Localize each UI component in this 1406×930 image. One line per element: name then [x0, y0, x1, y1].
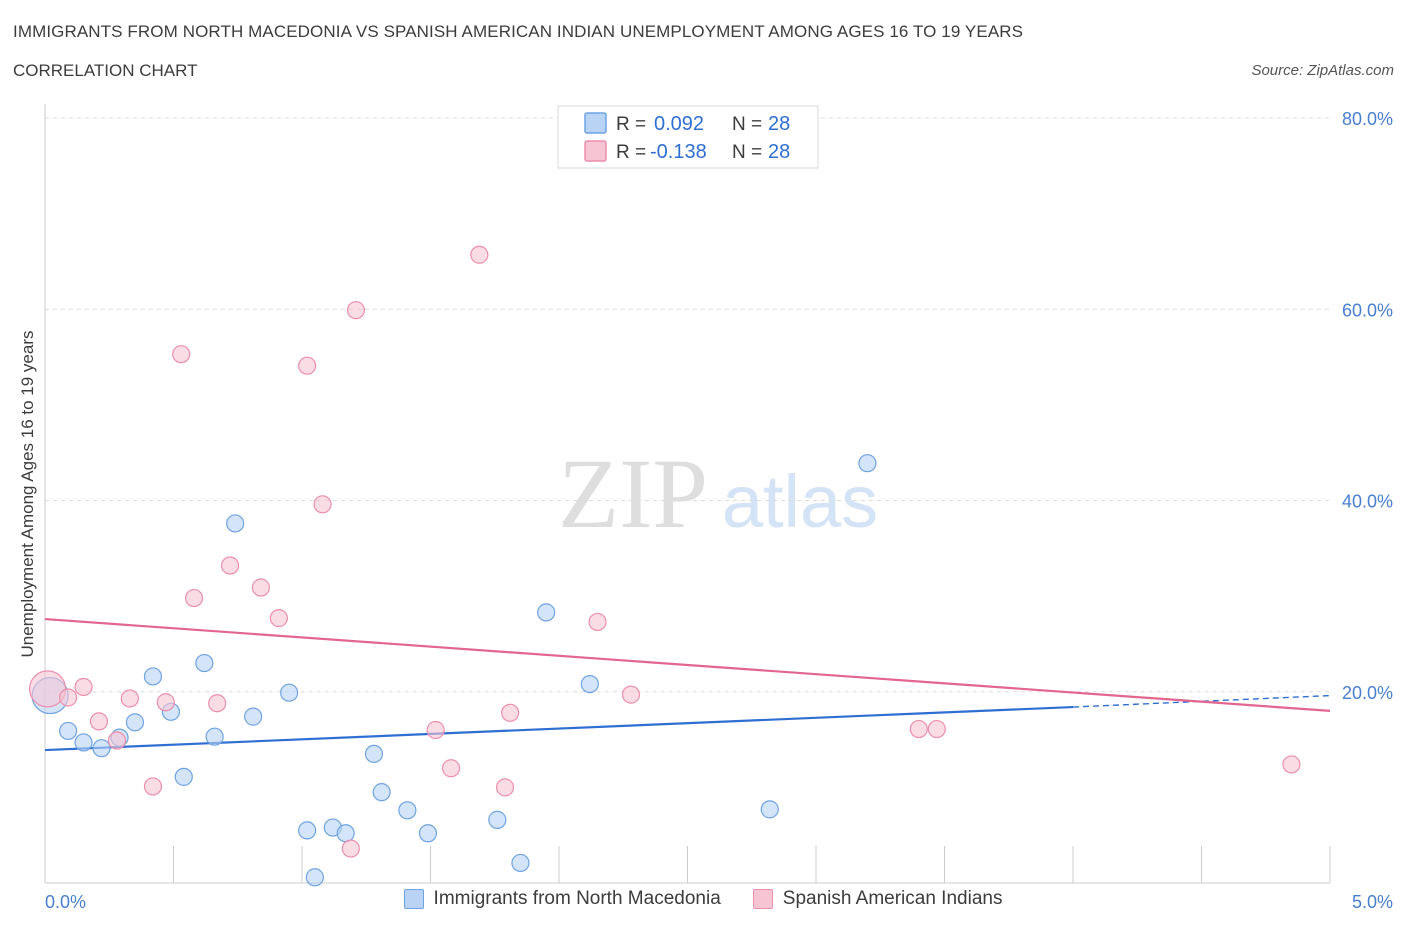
- data-point-blue-9: [195, 653, 214, 673]
- data-point-pink-8: [172, 345, 191, 364]
- y-tick-label-60: 60.0%: [1342, 300, 1393, 320]
- data-points: [28, 245, 1301, 887]
- data-point-blue-17: [336, 824, 355, 843]
- legend-item-macedonia: Immigrants from North Macedonia: [403, 888, 721, 910]
- legend-label-spanish-american-indians: Spanish American Indians: [782, 888, 1003, 909]
- data-point-blue-11: [226, 514, 245, 533]
- source-label: Source: ZipAtlas.com: [1251, 62, 1394, 79]
- data-point-blue-21: [418, 824, 438, 843]
- bottom-legend: Immigrants from North Macedonia Spanish …: [0, 888, 1406, 910]
- data-point-blue-13: [280, 683, 299, 702]
- data-point-blue-20: [398, 801, 417, 820]
- trend-line-pink: [44, 617, 1331, 712]
- data-point-blue-24: [537, 603, 556, 622]
- data-point-blue-8: [174, 767, 193, 786]
- data-point-blue-23: [511, 853, 530, 873]
- data-point-pink-12: [251, 578, 270, 597]
- legend-n-label-pink: N =: [732, 142, 762, 163]
- data-point-pink-6: [143, 777, 163, 796]
- data-point-blue-6: [143, 667, 163, 686]
- data-point-pink-1: [59, 688, 78, 707]
- data-point-pink-4: [107, 731, 127, 750]
- legend-r-label-pink: R =: [616, 142, 646, 163]
- data-point-pink-26: [927, 719, 946, 739]
- data-point-pink-2: [74, 677, 93, 697]
- chart-title: IMMIGRANTS FROM NORTH MACEDONIA VS SPANI…: [13, 22, 1024, 41]
- data-point-pink-23: [588, 612, 607, 632]
- data-point-blue-1: [59, 721, 78, 741]
- data-point-blue-12: [244, 707, 263, 726]
- data-point-blue-3: [92, 739, 111, 758]
- y-tick-labels: 20.0% 40.0% 60.0% 80.0%: [1342, 109, 1393, 703]
- data-point-pink-18: [426, 720, 445, 740]
- data-point-blue-2: [74, 733, 93, 752]
- legend-item-spanish-american-indians: Spanish American Indians: [752, 888, 1003, 910]
- x-tick-label-min: 0.0%: [45, 892, 86, 912]
- data-point-pink-27: [1282, 755, 1301, 774]
- data-point-blue-27: [858, 454, 877, 473]
- data-point-blue-5: [125, 713, 145, 732]
- legend-n-value-blue: 28: [768, 113, 790, 135]
- legend-swatch-macedonia: [403, 889, 424, 909]
- data-point-blue-14: [298, 821, 317, 840]
- y-axis-title: Unemployment Among Ages 16 to 19 years: [18, 331, 37, 658]
- data-point-pink-16: [341, 839, 360, 858]
- data-point-pink-19: [441, 759, 461, 778]
- data-point-pink-7: [156, 693, 175, 712]
- data-point-pink-9: [184, 588, 204, 608]
- data-point-blue-18: [364, 744, 384, 764]
- y-tick-label-80: 80.0%: [1342, 109, 1393, 129]
- data-point-pink-15: [313, 495, 332, 514]
- data-point-pink-3: [89, 712, 109, 731]
- data-point-pink-14: [298, 356, 317, 375]
- watermark-zip: ZIP: [558, 438, 708, 549]
- legend-r-value-pink: -0.138: [650, 141, 707, 163]
- legend-n-value-pink: 28: [768, 141, 790, 163]
- chart-subtitle: CORRELATION CHART: [13, 61, 198, 80]
- legend-r-label-blue: R =: [616, 114, 646, 135]
- data-point-blue-19: [372, 783, 391, 802]
- data-point-pink-24: [621, 685, 641, 704]
- data-point-pink-10: [208, 694, 227, 713]
- data-point-blue-15: [305, 868, 324, 887]
- gridlines: [45, 117, 1330, 693]
- data-point-pink-13: [269, 609, 288, 628]
- data-point-pink-5: [120, 689, 139, 708]
- data-point-blue-22: [488, 810, 507, 829]
- legend-swatch-blue: [584, 112, 607, 134]
- legend-n-label-blue: N =: [732, 114, 762, 135]
- data-point-pink-22: [501, 703, 520, 722]
- y-tick-label-20: 20.0%: [1342, 683, 1393, 703]
- data-point-blue-25: [580, 674, 599, 694]
- y-tick-label-40: 40.0%: [1342, 492, 1393, 512]
- legend-r-value-blue: 0.092: [654, 113, 704, 135]
- trend-lines: [44, 617, 1331, 752]
- data-point-pink-21: [495, 778, 515, 797]
- data-point-blue-10: [205, 727, 224, 746]
- data-point-blue-26: [760, 800, 779, 819]
- data-point-pink-11: [220, 556, 240, 575]
- data-point-pink-25: [909, 719, 928, 739]
- trend-line-extension-blue: [1072, 694, 1331, 708]
- legend-swatch-pink: [584, 140, 607, 162]
- data-point-pink-20: [470, 245, 489, 264]
- inset-legend: R = 0.092 N = 28 R = -0.138 N = 28: [557, 105, 819, 169]
- legend-label-macedonia: Immigrants from North Macedonia: [433, 888, 721, 909]
- data-point-pink-17: [346, 301, 366, 320]
- legend-swatch-spanish-american-indians: [752, 889, 773, 909]
- x-tick-label-max: 5.0%: [1352, 892, 1393, 912]
- axes: [44, 104, 1331, 884]
- watermark-atlas: atlas: [722, 460, 878, 543]
